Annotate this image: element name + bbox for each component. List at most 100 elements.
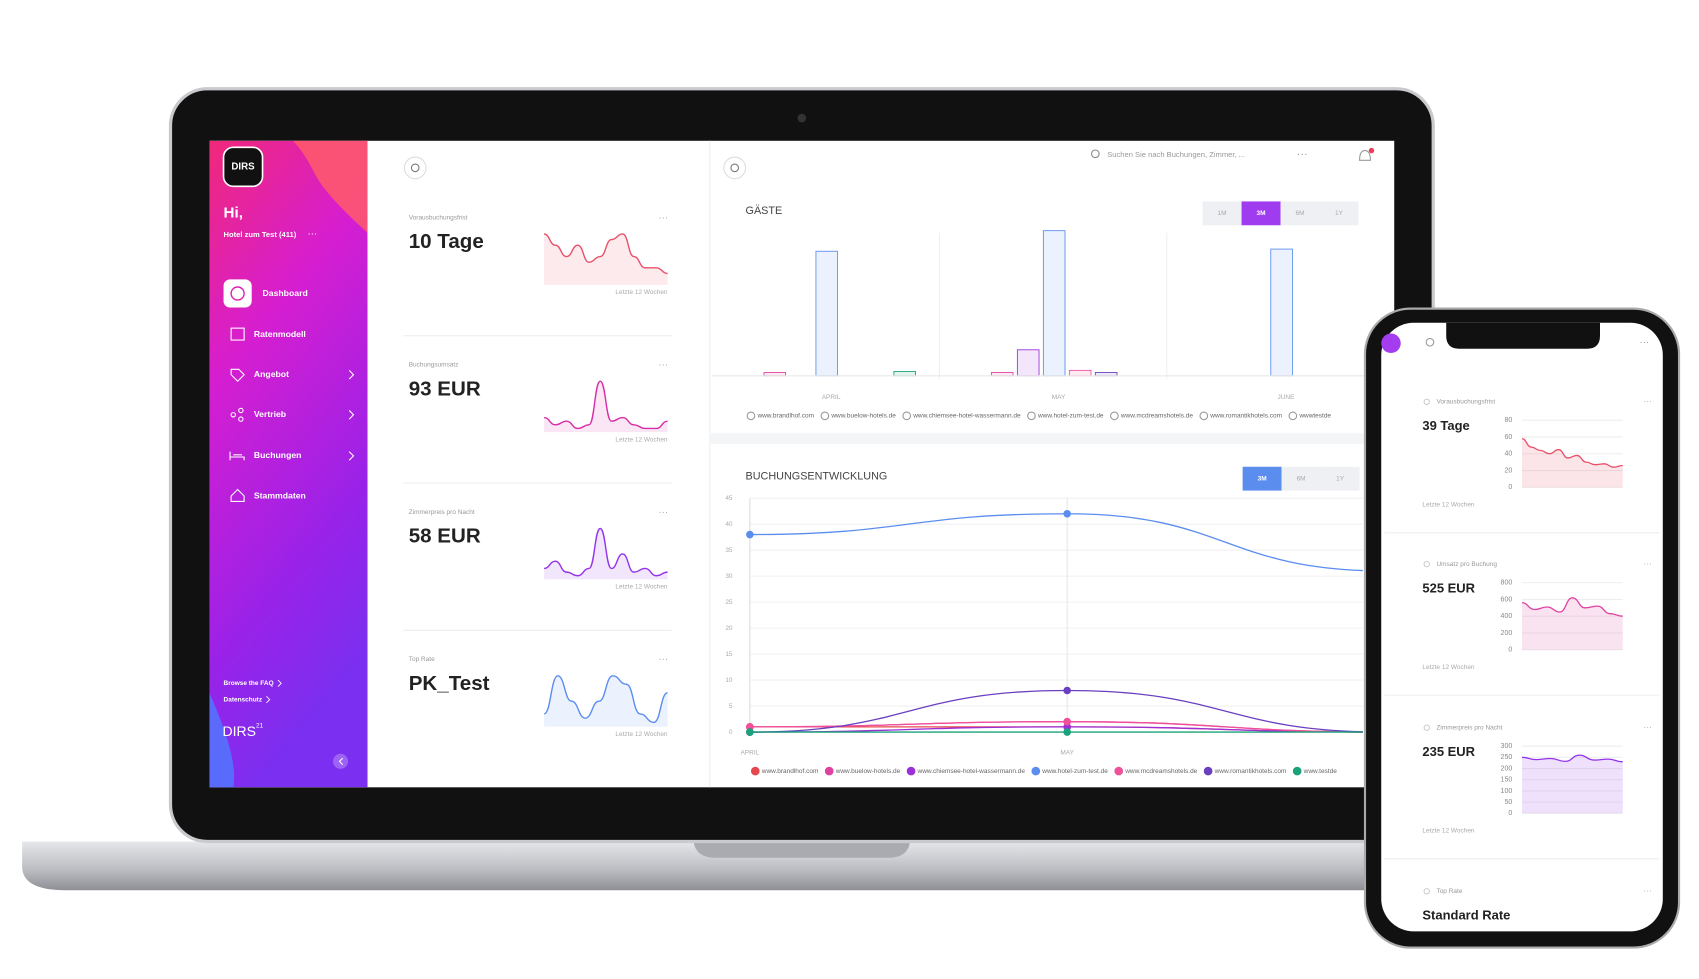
legend-label[interactable]: www.chiemsee-hotel-wassermann.de	[917, 768, 1026, 775]
collapse-button[interactable]	[332, 753, 349, 769]
card-menu[interactable]: ···	[1643, 722, 1652, 732]
icon-sales	[230, 407, 244, 422]
greeting: Hi,	[224, 204, 243, 221]
card-menu[interactable]: ···	[1643, 886, 1652, 896]
period-label[interactable]: 1Y	[1336, 475, 1345, 482]
legend-label[interactable]: www.romantikhotels.com	[1214, 768, 1287, 775]
period-button[interactable]	[1281, 466, 1321, 491]
icon-dashboard	[230, 286, 245, 301]
legend-label[interactable]: www.chiemsee-hotel-wassermann.de	[912, 413, 1021, 420]
period-button[interactable]	[1319, 201, 1359, 226]
card-icon	[1423, 398, 1430, 405]
legend-marker[interactable]	[1114, 766, 1124, 776]
logo[interactable]: DIRS	[231, 161, 255, 172]
card-menu[interactable]: ···	[1643, 396, 1652, 406]
bell-icon[interactable]	[1359, 149, 1371, 161]
legend-marker[interactable]	[820, 411, 830, 421]
period-label[interactable]: 6M	[1297, 475, 1306, 482]
period-button[interactable]	[1320, 466, 1360, 491]
area	[1522, 755, 1623, 814]
logo-box[interactable]	[222, 146, 264, 188]
legend-marker[interactable]	[1292, 766, 1302, 776]
legend-marker[interactable]	[1199, 411, 1209, 421]
period-label[interactable]: 3M	[1258, 475, 1267, 482]
icon-rates	[230, 327, 245, 341]
footer-link[interactable]: Datenschutz	[224, 696, 263, 703]
refresh-button[interactable]	[403, 156, 427, 180]
phone-search[interactable]	[1425, 337, 1435, 347]
menu-item[interactable]: Dashboard	[263, 288, 308, 298]
legend-marker[interactable]	[1288, 411, 1298, 421]
chevron	[266, 696, 271, 704]
card-label: Vorausbuchungsfrist	[1436, 398, 1495, 405]
card-note: Letzte 12 Wochen	[615, 731, 668, 738]
menu-item[interactable]: Angebot	[254, 369, 289, 379]
legend-label[interactable]: www.buelow-hotels.de	[835, 768, 901, 775]
legend-marker[interactable]	[906, 766, 916, 776]
legend-marker[interactable]	[1027, 411, 1036, 421]
period-label[interactable]: 1Y	[1335, 210, 1344, 217]
point	[1063, 728, 1071, 736]
search-icon	[1091, 149, 1100, 159]
legend-label[interactable]: www.brandlhof.com	[761, 768, 819, 775]
legend-marker[interactable]	[746, 411, 756, 421]
chart-title: GÄSTE	[746, 205, 783, 217]
legend-marker[interactable]	[824, 766, 834, 776]
legend-label[interactable]: www.mcdreamshotels.de	[1124, 768, 1197, 775]
search-input[interactable]: Suchen Sie nach Buchungen, Zimmer, ...	[1107, 150, 1245, 159]
period-button[interactable]	[1202, 201, 1242, 226]
card-value: 10 Tage	[409, 230, 484, 253]
card-menu[interactable]: ···	[658, 654, 668, 665]
phone-menu[interactable]	[1381, 333, 1401, 354]
card-menu[interactable]: ···	[658, 212, 668, 223]
x-tick-label: MAY	[1052, 394, 1066, 401]
period-button[interactable]	[1241, 201, 1281, 226]
camera	[797, 113, 807, 123]
legend-label[interactable]: www.buelow-hotels.de	[830, 413, 896, 420]
card-icon	[1423, 561, 1430, 568]
period-label[interactable]: 6M	[1296, 210, 1305, 217]
menu-item[interactable]: Ratenmodell	[254, 329, 306, 339]
period-label[interactable]: 3M	[1257, 210, 1266, 217]
point	[746, 723, 754, 731]
card-menu[interactable]: ···	[658, 507, 668, 518]
legend-marker[interactable]	[1110, 411, 1119, 421]
card-menu[interactable]: ···	[1643, 559, 1652, 569]
sparkline	[544, 527, 668, 577]
legend-label[interactable]: www.hotel-zum-test.de	[1041, 768, 1108, 775]
refresh-button[interactable]	[723, 156, 747, 180]
legend-marker[interactable]	[1203, 766, 1213, 776]
menu-item[interactable]: Vertrieb	[254, 409, 286, 419]
legend-label[interactable]: www.hotel-zum-test.de	[1037, 413, 1104, 420]
period-label[interactable]: 1M	[1218, 210, 1227, 217]
legend-label[interactable]: www.mcdreamshotels.de	[1120, 413, 1193, 420]
y-tick-label: 40	[725, 521, 733, 528]
period-button[interactable]	[1280, 201, 1320, 226]
footer-link[interactable]: Browse the FAQ	[224, 680, 274, 687]
card-label: Vorausbuchungsfrist	[409, 214, 468, 221]
card-label: Buchungsumsatz	[409, 362, 459, 369]
hotel-name[interactable]: Hotel zum Test (411)	[224, 230, 297, 239]
menu-item[interactable]: Stammdaten	[254, 490, 306, 500]
legend-label[interactable]: www.testde	[1303, 768, 1338, 775]
menu-item[interactable]: Buchungen	[254, 450, 302, 460]
hotel-menu[interactable]: ···	[307, 228, 317, 239]
legend-marker[interactable]	[902, 411, 912, 421]
icon-master	[230, 488, 245, 502]
card-value: 235 EUR	[1422, 744, 1475, 759]
legend-label[interactable]: www.brandlhof.com	[756, 413, 814, 420]
line	[1521, 438, 1623, 468]
legend-label[interactable]: wwwtestde	[1298, 413, 1331, 420]
phone-more[interactable]: ···	[1640, 337, 1650, 348]
card-value: 39 Tage	[1422, 418, 1469, 433]
card-menu[interactable]: ···	[658, 360, 668, 371]
legend-marker[interactable]	[750, 766, 760, 776]
sparkline-area	[544, 381, 668, 433]
card-icon	[1423, 888, 1430, 895]
legend-label[interactable]: www.romantikhotels.com	[1209, 413, 1282, 420]
period-button[interactable]	[1242, 466, 1282, 491]
sparkline	[543, 233, 668, 275]
more-menu[interactable]: ···	[1297, 149, 1308, 161]
legend-marker[interactable]	[1031, 766, 1041, 776]
y-tick-label: 20	[1504, 467, 1512, 474]
